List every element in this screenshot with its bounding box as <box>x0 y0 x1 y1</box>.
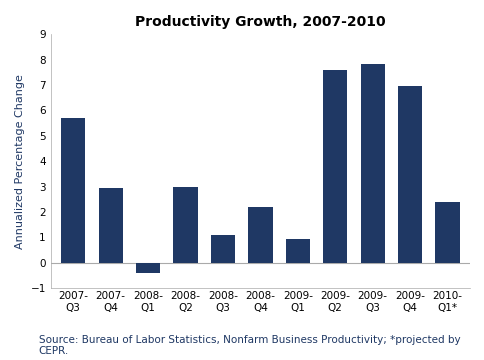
Y-axis label: Annualized Percentage Change: Annualized Percentage Change <box>15 74 25 249</box>
Bar <box>435 202 459 263</box>
Bar <box>98 188 122 263</box>
Bar <box>322 70 347 263</box>
Bar <box>360 63 384 263</box>
Bar <box>136 263 160 273</box>
Bar <box>61 118 85 263</box>
Bar <box>173 187 197 263</box>
Title: Productivity Growth, 2007-2010: Productivity Growth, 2007-2010 <box>135 15 385 29</box>
Bar <box>285 239 309 263</box>
Bar <box>397 86 422 263</box>
Text: Source: Bureau of Labor Statistics, Nonfarm Business Productivity; *projected by: Source: Bureau of Labor Statistics, Nonf… <box>39 335 459 356</box>
Bar <box>211 235 235 263</box>
Bar <box>248 207 272 263</box>
